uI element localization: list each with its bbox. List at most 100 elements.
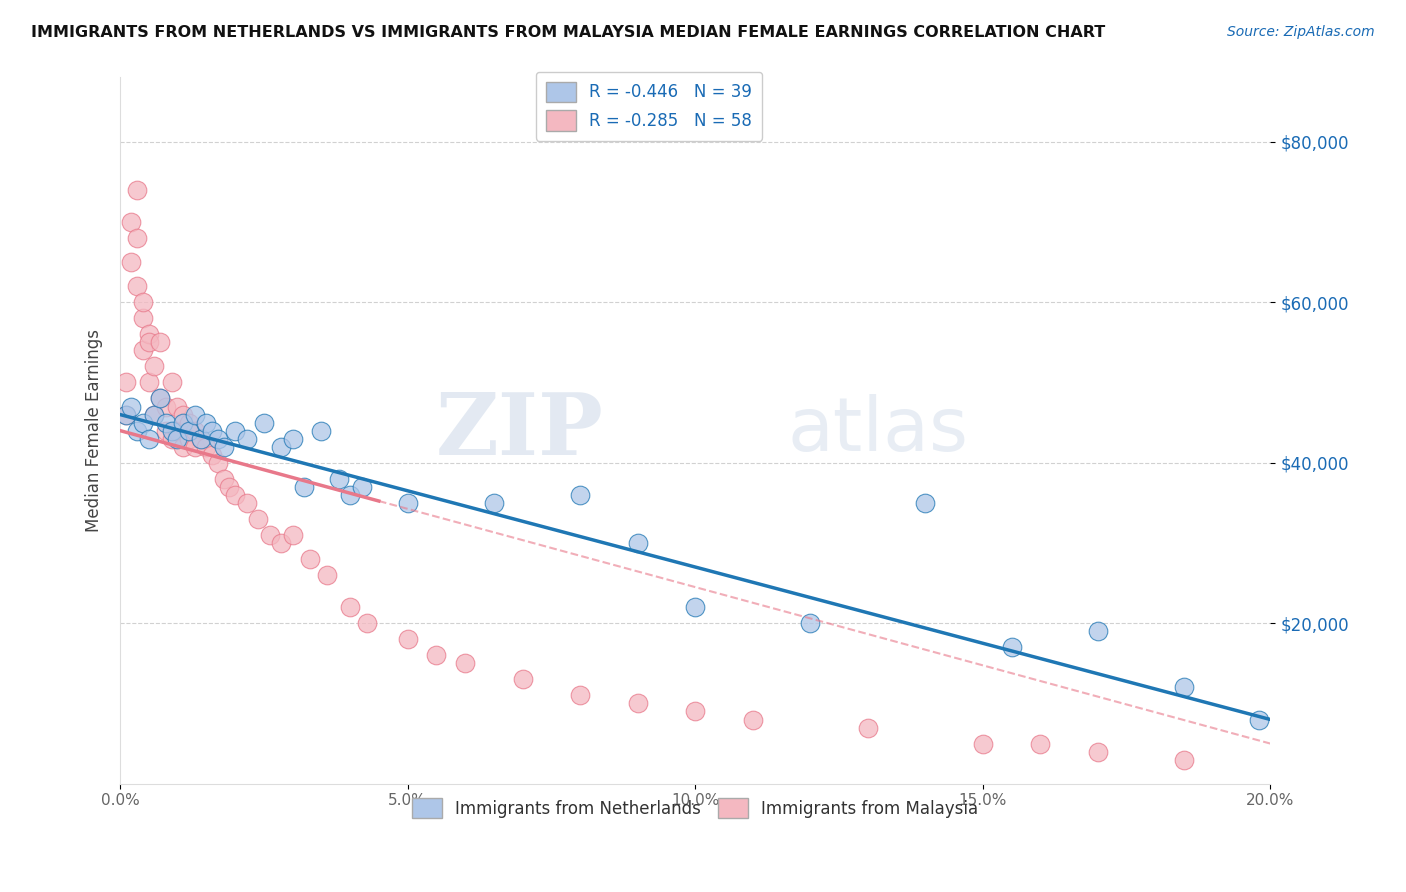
Point <box>281 432 304 446</box>
Point <box>799 616 821 631</box>
Point <box>350 480 373 494</box>
Point <box>1173 753 1195 767</box>
Point <box>114 408 136 422</box>
Point <box>212 440 235 454</box>
Point <box>270 536 292 550</box>
Point <box>184 408 207 422</box>
Point <box>195 440 218 454</box>
Point <box>127 183 149 197</box>
Point <box>1000 640 1022 655</box>
Point <box>856 721 879 735</box>
Point <box>143 408 166 422</box>
Point <box>160 432 183 446</box>
Point <box>127 279 149 293</box>
Point <box>356 616 378 631</box>
Point <box>741 713 763 727</box>
Point <box>270 440 292 454</box>
Point <box>1087 624 1109 639</box>
Point <box>207 456 229 470</box>
Point <box>177 424 200 438</box>
Text: atlas: atlas <box>787 394 969 467</box>
Point <box>172 416 194 430</box>
Point <box>224 424 246 438</box>
Point <box>396 496 419 510</box>
Point <box>166 432 188 446</box>
Point <box>160 424 183 438</box>
Point <box>201 448 224 462</box>
Point <box>184 424 207 438</box>
Point <box>155 416 177 430</box>
Point <box>138 335 160 350</box>
Point <box>328 472 350 486</box>
Point <box>132 311 155 326</box>
Point <box>914 496 936 510</box>
Point <box>172 408 194 422</box>
Point <box>114 408 136 422</box>
Point <box>1029 737 1052 751</box>
Point <box>184 440 207 454</box>
Point <box>339 488 361 502</box>
Point <box>207 432 229 446</box>
Point <box>212 472 235 486</box>
Point <box>316 568 339 582</box>
Point <box>224 488 246 502</box>
Point <box>311 424 333 438</box>
Point <box>253 416 276 430</box>
Point <box>172 440 194 454</box>
Point <box>149 392 172 406</box>
Point <box>155 424 177 438</box>
Point <box>138 432 160 446</box>
Point <box>166 424 188 438</box>
Point <box>569 488 592 502</box>
Point <box>138 376 160 390</box>
Text: IMMIGRANTS FROM NETHERLANDS VS IMMIGRANTS FROM MALAYSIA MEDIAN FEMALE EARNINGS C: IMMIGRANTS FROM NETHERLANDS VS IMMIGRANT… <box>31 25 1105 40</box>
Point <box>177 416 200 430</box>
Point <box>218 480 240 494</box>
Point <box>972 737 994 751</box>
Point <box>127 231 149 245</box>
Point <box>292 480 315 494</box>
Point <box>121 400 143 414</box>
Point <box>132 416 155 430</box>
Point <box>114 376 136 390</box>
Point <box>190 432 212 446</box>
Point <box>281 528 304 542</box>
Point <box>149 335 172 350</box>
Point <box>121 215 143 229</box>
Point <box>138 327 160 342</box>
Point <box>1173 681 1195 695</box>
Point <box>132 295 155 310</box>
Point <box>247 512 270 526</box>
Y-axis label: Median Female Earnings: Median Female Earnings <box>86 329 103 533</box>
Point <box>235 496 257 510</box>
Point <box>569 689 592 703</box>
Point <box>627 697 650 711</box>
Point <box>627 536 650 550</box>
Point <box>149 392 172 406</box>
Point <box>235 432 257 446</box>
Point <box>259 528 281 542</box>
Legend: Immigrants from Netherlands, Immigrants from Malaysia: Immigrants from Netherlands, Immigrants … <box>405 791 986 825</box>
Point <box>512 673 534 687</box>
Point <box>195 416 218 430</box>
Point <box>298 552 321 566</box>
Point <box>201 424 224 438</box>
Point <box>454 657 477 671</box>
Point <box>143 408 166 422</box>
Point <box>482 496 505 510</box>
Point <box>132 343 155 358</box>
Point <box>1087 745 1109 759</box>
Point <box>396 632 419 647</box>
Point <box>1247 713 1270 727</box>
Point <box>177 432 200 446</box>
Point <box>121 255 143 269</box>
Point <box>190 432 212 446</box>
Point <box>339 600 361 615</box>
Point <box>143 359 166 374</box>
Point <box>683 600 706 615</box>
Point <box>155 400 177 414</box>
Point <box>166 400 188 414</box>
Text: ZIP: ZIP <box>436 389 603 473</box>
Point <box>127 424 149 438</box>
Point <box>160 376 183 390</box>
